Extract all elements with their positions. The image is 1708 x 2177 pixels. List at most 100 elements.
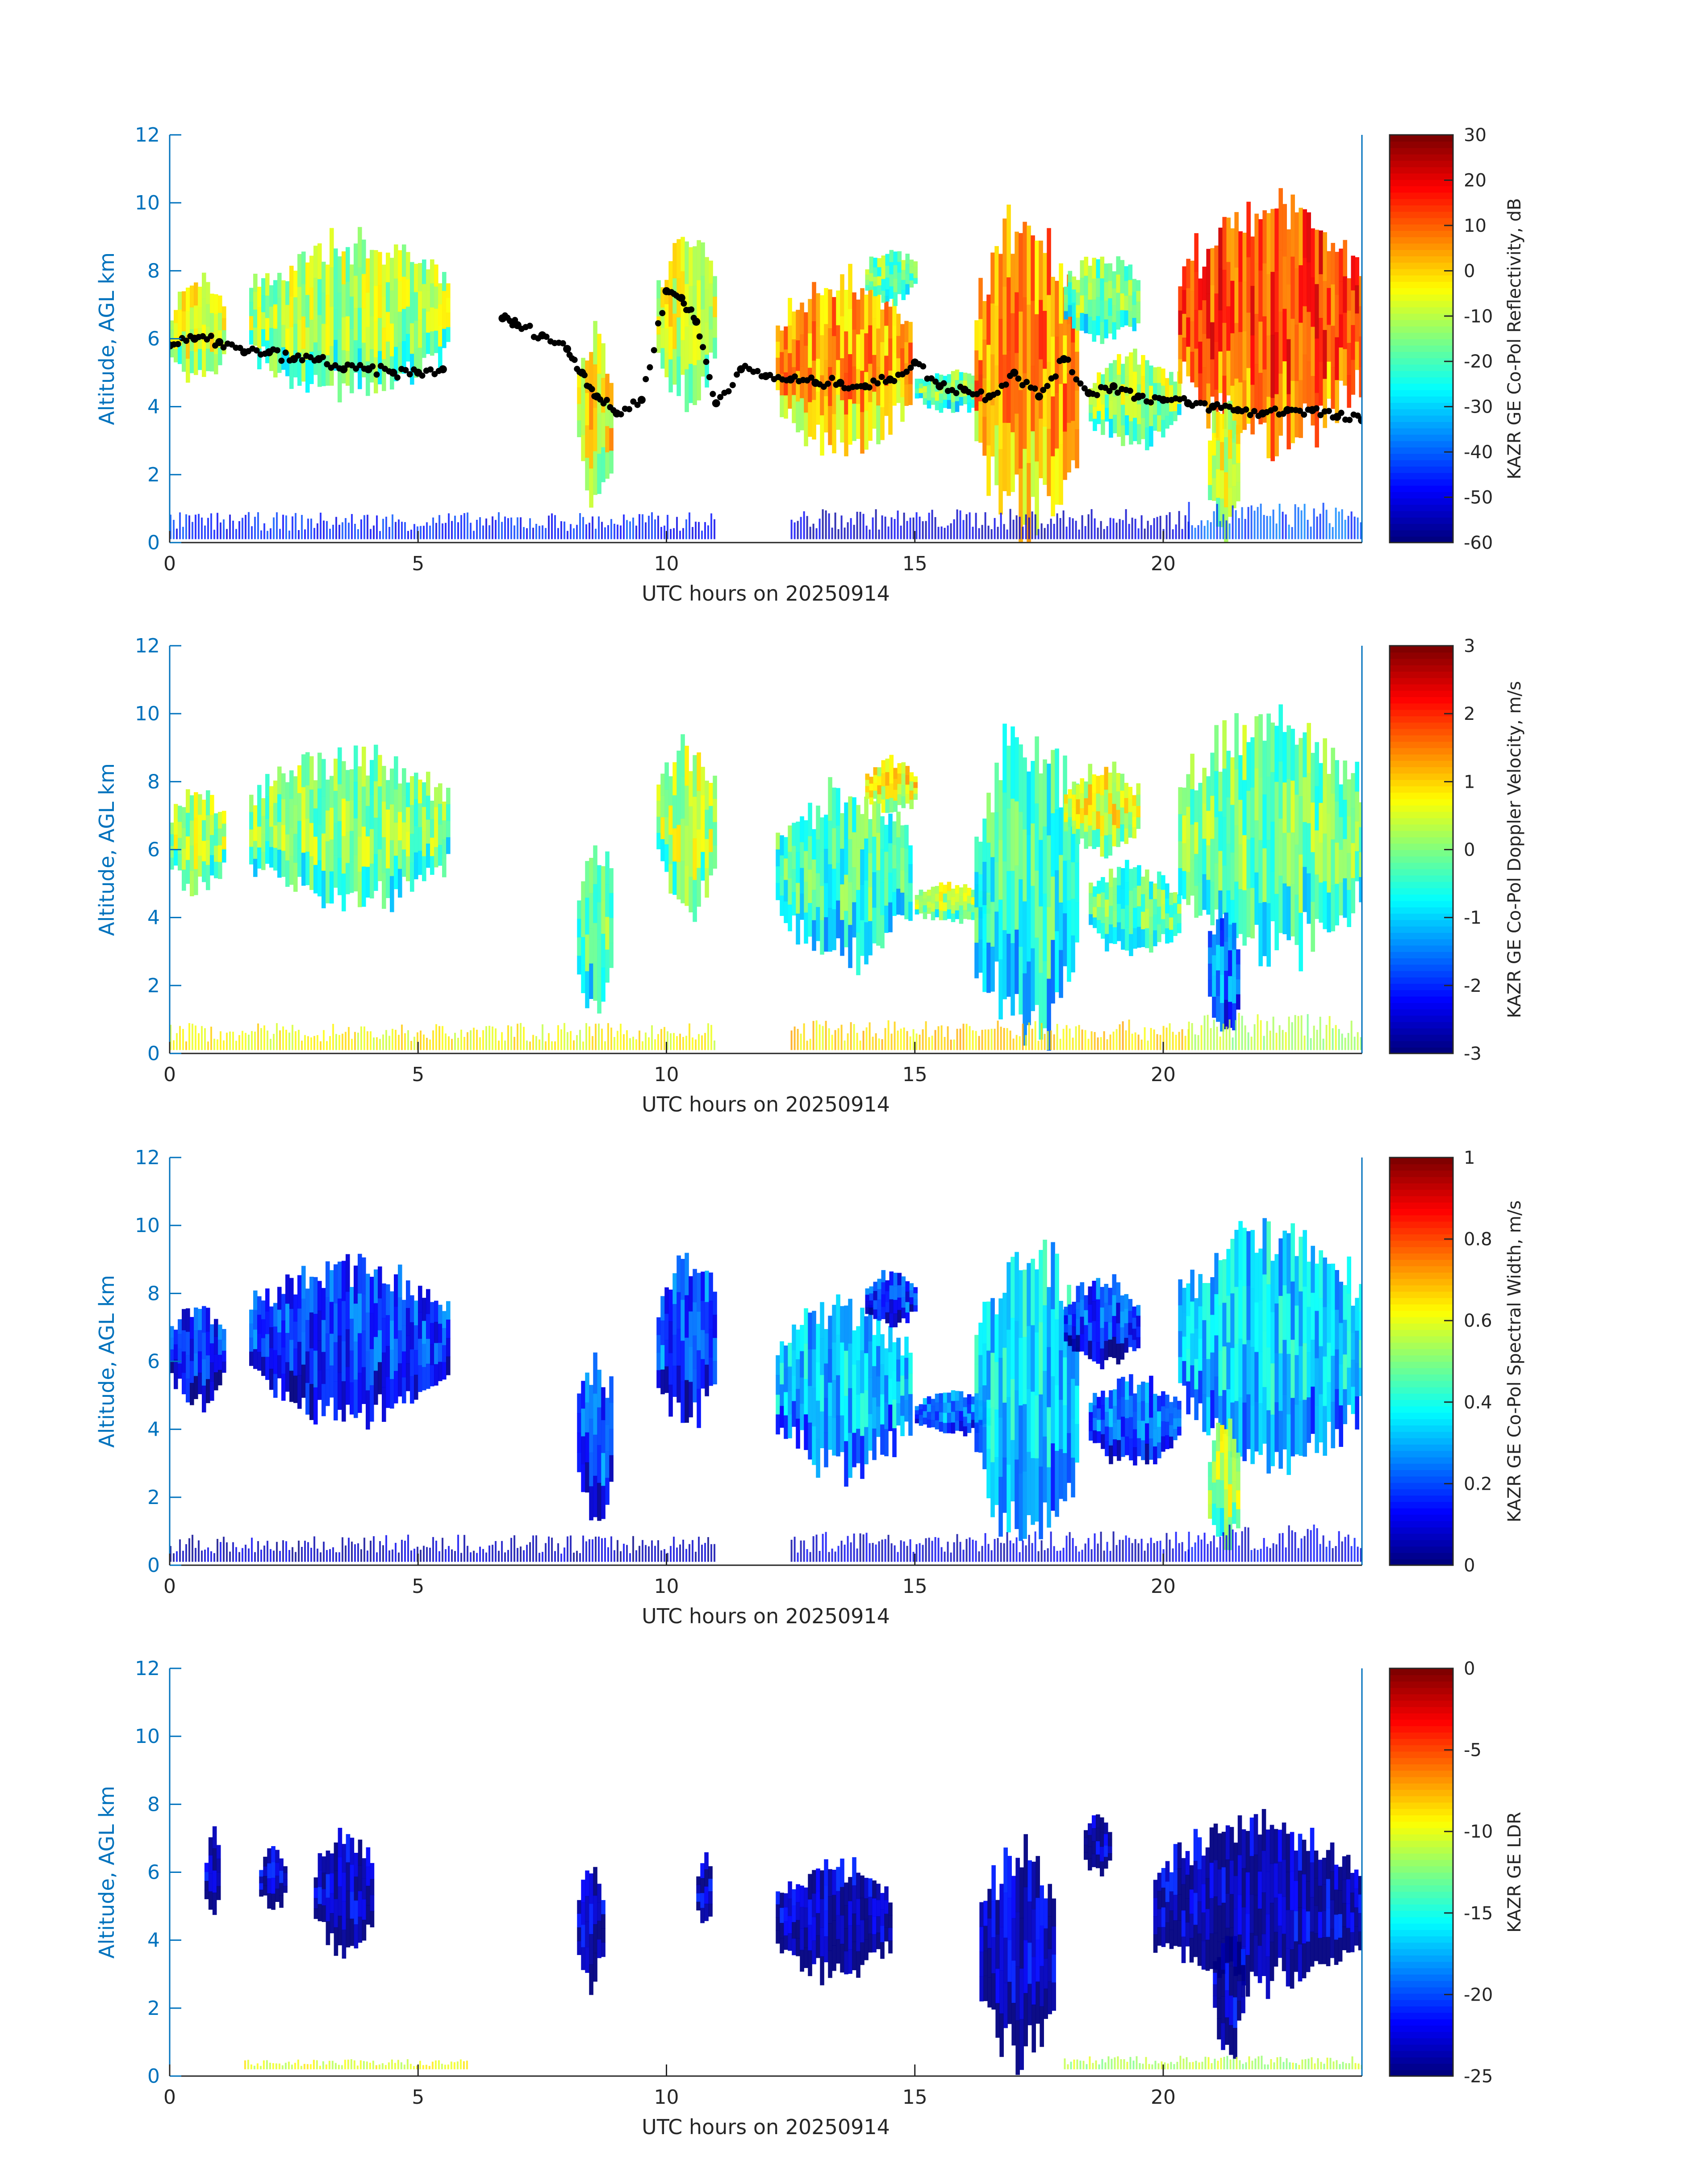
colorbar-cell — [1390, 881, 1453, 889]
echo-region — [974, 1240, 1079, 1541]
x-tick-label: 5 — [412, 1575, 424, 1598]
colorbar-cell — [1390, 926, 1453, 933]
colorbar-tick-label: -10 — [1464, 306, 1493, 327]
colorbar-cell — [1390, 466, 1453, 473]
colorbar-cell — [1390, 1763, 1453, 1771]
colorbar-tick-label: -30 — [1464, 397, 1493, 418]
colorbar-cell — [1390, 281, 1453, 288]
x-tick-label: 15 — [902, 1575, 927, 1598]
colorbar-cell — [1390, 970, 1453, 978]
cloud-base-point — [1226, 403, 1233, 410]
colorbar-cell — [1390, 351, 1453, 359]
colorbar-cell — [1390, 1827, 1453, 1834]
cloud-base-point — [278, 357, 285, 364]
cloud-base-point — [183, 338, 190, 344]
colorbar-cell — [1390, 1757, 1453, 1764]
cloud-base-point — [1214, 401, 1220, 408]
colorbar-cell — [1390, 1732, 1453, 1739]
colorbar-cell — [1390, 907, 1453, 914]
cloud-base-point — [712, 399, 720, 408]
colorbar-cell — [1390, 1266, 1453, 1273]
cloud-base-point — [320, 354, 326, 360]
cloud-base-point — [560, 340, 566, 347]
echo-region — [577, 845, 614, 1014]
colorbar-cell — [1390, 728, 1453, 735]
cloud-base-point — [1094, 392, 1100, 398]
cloud-base-point — [618, 411, 624, 418]
echo-region — [1064, 761, 1141, 859]
echo-region — [577, 1867, 606, 1995]
colorbar-cell — [1390, 760, 1453, 768]
x-tick-label: 0 — [163, 1575, 176, 1598]
cloud-base-point — [353, 365, 359, 372]
cloud-base-point — [643, 376, 649, 383]
colorbar-cell — [1390, 1751, 1453, 1758]
cloud-base-point — [688, 306, 695, 313]
y-tick-label: 8 — [147, 770, 160, 793]
colorbar-cell — [1390, 894, 1453, 901]
colorbar-cell — [1390, 1227, 1453, 1235]
colorbar-tick-label: 1 — [1464, 1148, 1475, 1168]
colorbar-cell — [1390, 1195, 1453, 1203]
colorbar-cell — [1390, 510, 1453, 518]
y-tick-label: 10 — [135, 1214, 160, 1237]
colorbar-cell — [1390, 415, 1453, 422]
cloud-base-point — [1127, 388, 1133, 394]
colorbar-cell — [1390, 1457, 1453, 1464]
x-axis-label: UTC hours on 20250914 — [642, 581, 890, 606]
echo-region — [1089, 1374, 1182, 1466]
y-tick-label: 0 — [147, 1554, 160, 1577]
colorbar-cell — [1390, 1501, 1453, 1508]
echo-region — [865, 250, 918, 306]
colorbar-cell — [1390, 1488, 1453, 1496]
colorbar-cell — [1390, 1783, 1453, 1790]
colorbar-cell — [1390, 396, 1453, 403]
colorbar-cell — [1390, 964, 1453, 971]
y-tick-label: 4 — [147, 396, 160, 418]
colorbar-cell — [1390, 1482, 1453, 1489]
cloud-base-point — [543, 334, 550, 340]
colorbar-cell — [1390, 1789, 1453, 1797]
colorbar-cell — [1390, 983, 1453, 990]
colorbar-cell — [1390, 1380, 1453, 1387]
cloud-base-point — [1069, 369, 1076, 376]
x-tick-label: 15 — [902, 1063, 927, 1086]
colorbar-cell — [1390, 237, 1453, 244]
cloud-base-point — [1035, 392, 1043, 401]
echo-region — [249, 1254, 451, 1430]
colorbar-cell — [1390, 1808, 1453, 1816]
colorbar-cell — [1390, 205, 1453, 212]
colorbar-cell — [1390, 453, 1453, 460]
colorbar-cell — [1390, 715, 1453, 723]
colorbar-cell — [1390, 275, 1453, 282]
colorbar-cell — [1390, 945, 1453, 952]
colorbar: 0 0.2 0.4 0.6 0.8 1 KAZR GE Co-Pol Spectral Wi… — [1389, 1148, 1525, 1576]
cloud-base-point — [1346, 417, 1353, 423]
colorbar-cell — [1390, 1170, 1453, 1177]
cloud-base-point — [1015, 375, 1022, 382]
colorbar-cell — [1390, 224, 1453, 231]
colorbar-tick-label: -2 — [1464, 976, 1482, 996]
cloud-base-point — [1106, 388, 1113, 394]
colorbar-cell — [1390, 1463, 1453, 1471]
surface-clutter — [170, 1023, 715, 1050]
cloud-base-point — [1073, 376, 1080, 383]
colorbar-tick-label: -50 — [1464, 488, 1493, 508]
cloud-base-point — [339, 365, 348, 373]
cloud-base-point — [563, 345, 571, 353]
cloud-base-point — [1077, 380, 1084, 387]
colorbar-cell — [1390, 383, 1453, 390]
cloud-base-point — [1251, 408, 1257, 414]
colorbar-cell — [1390, 1770, 1453, 1777]
colorbar-cell — [1390, 1955, 1453, 1962]
cloud-base-point — [1201, 400, 1208, 407]
cloud-base-point — [1031, 385, 1038, 392]
colorbar-tick-label: 0.4 — [1464, 1392, 1492, 1413]
colorbar-cell — [1390, 256, 1453, 263]
colorbar-frame — [1389, 134, 1454, 543]
echo-region — [1208, 1418, 1240, 1550]
cloud-base-point — [373, 371, 380, 378]
cloud-base-point — [692, 318, 701, 326]
colorbar-cell — [1390, 217, 1453, 225]
